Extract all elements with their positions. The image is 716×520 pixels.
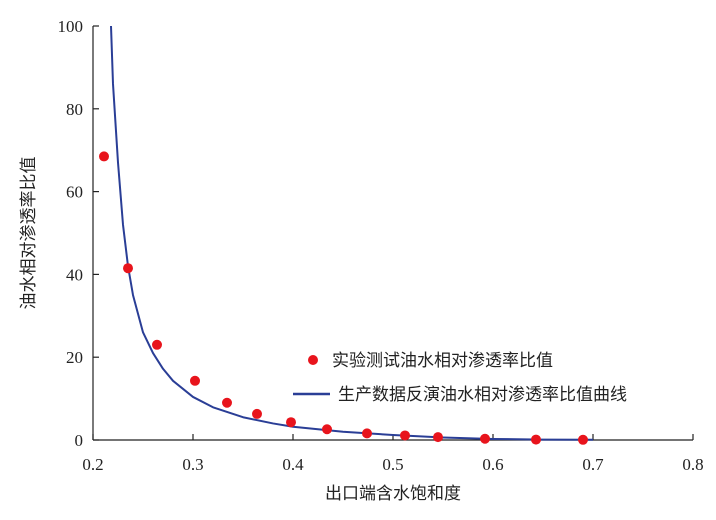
data-point — [433, 432, 443, 443]
points-layer — [99, 151, 588, 445]
data-point — [190, 375, 200, 386]
data-point — [222, 397, 232, 408]
y-tick-label: 20 — [66, 348, 83, 367]
data-point — [480, 433, 490, 444]
legend-label-line: 生产数据反演油水相对渗透率比值曲线 — [338, 385, 627, 405]
y-tick-label: 80 — [66, 100, 83, 119]
y-tick-label: 0 — [75, 431, 84, 450]
legend-marker-scatter — [308, 355, 318, 365]
data-point — [123, 263, 133, 274]
x-tick-label: 0.6 — [482, 455, 503, 474]
legend: 实验测试油水相对渗透率比值 生产数据反演油水相对渗透率比值曲线 — [293, 351, 627, 405]
legend-label-scatter: 实验测试油水相对渗透率比值 — [332, 351, 553, 371]
y-tick-label: 40 — [66, 265, 83, 284]
data-point — [152, 339, 162, 350]
y-tick-label: 60 — [66, 183, 83, 202]
x-tick-label: 0.5 — [382, 455, 403, 474]
x-ticks: 0.2 0.3 0.4 0.5 0.6 0.7 0.8 — [82, 434, 704, 474]
x-tick-label: 0.4 — [282, 455, 304, 474]
data-point — [99, 151, 109, 162]
x-tick-label: 0.2 — [82, 455, 103, 474]
x-tick-label: 0.3 — [182, 455, 203, 474]
x-tick-label: 0.7 — [582, 455, 604, 474]
y-tick-label: 100 — [58, 17, 84, 36]
data-point — [400, 430, 410, 441]
series-curve — [110, 25, 594, 441]
data-point — [252, 408, 262, 419]
x-tick-label: 0.8 — [682, 455, 703, 474]
y-ticks: 0 20 40 60 80 100 — [58, 17, 99, 450]
data-point — [578, 434, 588, 445]
plot-area: 0.2 0.3 0.4 0.5 0.6 0.7 0.8 0 20 40 60 80 100 — [58, 17, 704, 474]
data-point — [362, 428, 372, 439]
data-point — [286, 417, 296, 428]
curve-layer — [110, 25, 594, 441]
x-axis-title: 出口端含水饱和度 — [325, 484, 461, 504]
data-point — [322, 424, 332, 435]
y-axis-title: 油水相对渗透率比值 — [19, 157, 39, 310]
data-point — [531, 434, 541, 445]
